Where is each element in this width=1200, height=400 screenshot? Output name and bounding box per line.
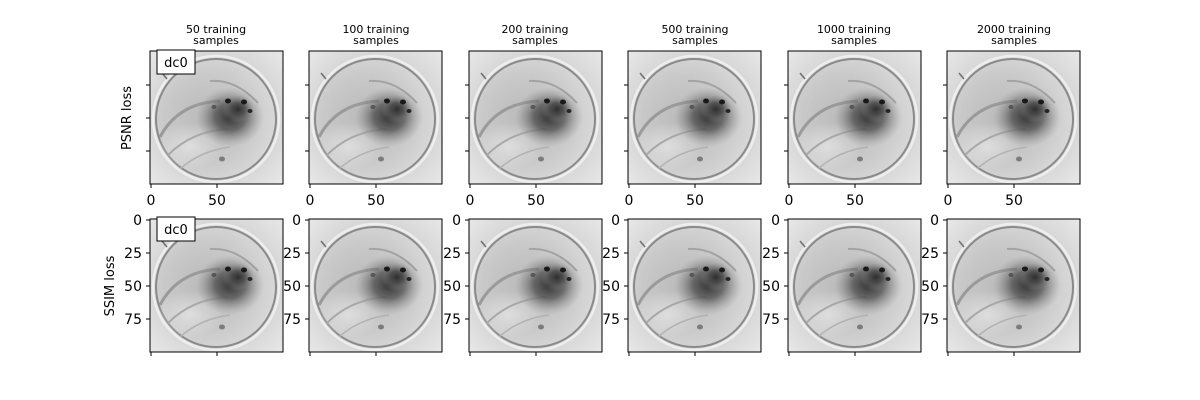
column-subtitle: samples: [672, 34, 718, 47]
column-subtitle: samples: [991, 34, 1037, 47]
psnr-x-tick-labels: 0 50 0 50 0 50 0 50 0 50 0 50: [147, 193, 1023, 209]
panel-image: [947, 51, 1080, 184]
dc0-badge-text: dc0: [164, 223, 188, 238]
x-tick-label: 0: [306, 193, 315, 209]
y-tick-label: 0: [292, 213, 301, 229]
panel-image: [309, 219, 442, 352]
row-label-ssim-loss: SSIM loss: [103, 255, 118, 316]
x-tick-label: 50: [1005, 193, 1023, 209]
column-title: 500 training: [661, 23, 728, 36]
column-title: 100 training: [342, 23, 409, 36]
psnr-y-ticks: [146, 84, 947, 152]
y-tick-label: 75: [602, 312, 620, 328]
x-tick-label: 50: [367, 193, 385, 209]
panel-ssim-200: [468, 218, 603, 353]
y-tick-label: 0: [771, 213, 780, 229]
y-tick-label: 0: [133, 213, 142, 229]
x-tick-label: 50: [527, 193, 545, 209]
y-tick-label: 75: [921, 312, 939, 328]
x-tick-label: 0: [147, 193, 156, 209]
panel-ssim-500: [627, 218, 762, 353]
ssim-y-tick-labels: 0 25 50 75 0 25 50 75 0 25 50 75 0 25 50…: [124, 213, 939, 328]
y-tick-label: 0: [930, 213, 939, 229]
y-tick-label: 50: [443, 279, 461, 295]
column-subtitle: samples: [353, 34, 399, 47]
x-tick-label: 0: [466, 193, 475, 209]
y-tick-label: 50: [762, 279, 780, 295]
dc0-badge-ssim: dc0: [156, 216, 196, 242]
column-title: 50 training: [186, 23, 246, 36]
panel-image: [469, 51, 602, 184]
column-titles: 50 training samples 100 training samples…: [186, 23, 1051, 47]
panel-psnr-100: [308, 50, 443, 185]
column-title: 1000 training: [817, 23, 891, 36]
y-tick-label: 75: [283, 312, 301, 328]
row-label-psnr-loss: PSNR loss: [120, 86, 135, 150]
panel-psnr-500: [627, 50, 762, 185]
ssim-y-ticks: [146, 219, 947, 320]
y-tick-label: 0: [611, 213, 620, 229]
column-title: 2000 training: [977, 23, 1051, 36]
y-tick-label: 0: [452, 213, 461, 229]
panel-psnr-2000: [946, 50, 1081, 185]
y-tick-label: 75: [443, 312, 461, 328]
panel-ssim-1000: [787, 218, 922, 353]
y-tick-label: 25: [283, 246, 301, 262]
y-tick-label: 50: [921, 279, 939, 295]
x-tick-label: 50: [846, 193, 864, 209]
x-tick-label: 0: [625, 193, 634, 209]
column-subtitle: samples: [831, 34, 877, 47]
x-tick-label: 0: [944, 193, 953, 209]
y-tick-label: 25: [443, 246, 461, 262]
psnr-x-ticks: [150, 184, 1015, 188]
y-tick-label: 50: [283, 279, 301, 295]
column-title: 200 training: [501, 23, 568, 36]
panel-ssim-2000: [946, 218, 1081, 353]
y-tick-label: 75: [762, 312, 780, 328]
y-tick-label: 25: [921, 246, 939, 262]
ssim-x-ticks: [150, 352, 1015, 356]
column-subtitle: samples: [193, 34, 239, 47]
y-tick-label: 50: [602, 279, 620, 295]
y-tick-label: 25: [124, 246, 142, 262]
panel-image: [788, 219, 921, 352]
panel-image: [628, 219, 761, 352]
panel-image: [469, 219, 602, 352]
dc0-badge-psnr: dc0: [156, 49, 196, 75]
panel-image: [947, 219, 1080, 352]
y-tick-label: 50: [124, 279, 142, 295]
panel-psnr-200: [468, 50, 603, 185]
x-tick-label: 50: [686, 193, 704, 209]
dc0-badge-text: dc0: [164, 56, 188, 71]
column-subtitle: samples: [512, 34, 558, 47]
y-tick-label: 25: [762, 246, 780, 262]
panel-image: [628, 51, 761, 184]
panel-image: [309, 51, 442, 184]
panel-psnr-1000: [787, 50, 922, 185]
y-tick-label: 25: [602, 246, 620, 262]
panel-ssim-100: [308, 218, 443, 353]
x-tick-label: 50: [208, 193, 226, 209]
x-tick-label: 0: [785, 193, 794, 209]
y-tick-label: 75: [124, 312, 142, 328]
panel-image: [788, 51, 921, 184]
